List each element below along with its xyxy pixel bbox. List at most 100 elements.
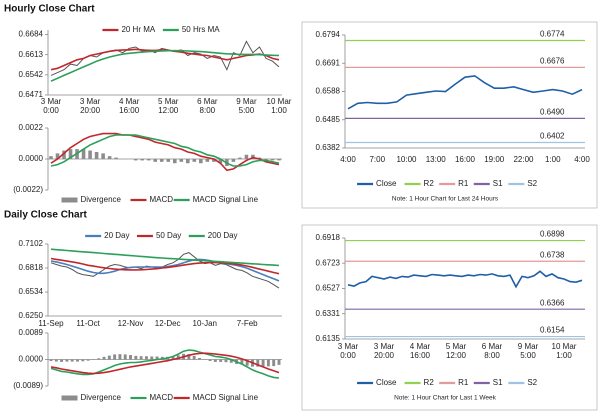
bar: [49, 359, 53, 361]
y-tick-label: 0.0022: [19, 123, 44, 132]
bar: [213, 359, 217, 362]
y-tick-label: 0.6684: [19, 30, 44, 39]
x-tick-label: 5:00: [239, 106, 255, 115]
x-tick-label: 3 Mar: [80, 97, 101, 106]
line: [50, 49, 280, 82]
x-tick-label: 10-Jan: [193, 319, 217, 328]
bar: [114, 157, 118, 159]
x-tick-label: 11-Oct: [76, 319, 100, 328]
legend-label: 20 Day: [104, 231, 129, 240]
legend-label: MACD Signal Line: [193, 393, 259, 402]
level-label: 0.6676: [540, 56, 565, 65]
bar: [219, 359, 223, 362]
x-tick-label: 8:00: [200, 106, 216, 115]
bar: [97, 358, 101, 360]
line: [50, 257, 280, 275]
level-label: 0.6898: [540, 230, 565, 239]
bar: [240, 359, 244, 365]
y-tick-label: 0.6918: [316, 233, 341, 242]
x-tick-label: 3 Mar: [41, 97, 62, 106]
y-tick-label: 0.6794: [316, 30, 341, 39]
bar: [277, 159, 281, 161]
bar: [107, 156, 112, 159]
bar: [212, 159, 216, 162]
y-tick-label: (0.0089): [13, 381, 43, 390]
x-tick-label: 3 Mar: [374, 342, 395, 351]
bar: [192, 159, 197, 162]
bar: [218, 159, 223, 164]
bar: [70, 359, 74, 362]
x-tick-label: 5 Mar: [158, 97, 179, 106]
x-tick-label: 4 Mar: [410, 342, 431, 351]
legend-swatch: [61, 197, 78, 203]
x-tick-label: 22:00: [513, 155, 534, 164]
level-label: 0.6402: [540, 132, 565, 141]
x-tick-label: 4:00: [340, 155, 356, 164]
y-tick-label: 0.6542: [19, 70, 44, 79]
chart-note: Note: 1 Hour Chart for Last 1 Week: [394, 395, 497, 402]
bar: [256, 359, 260, 367]
x-tick-label: 12:00: [446, 351, 467, 360]
bar: [129, 355, 132, 360]
line: [50, 134, 280, 167]
legend-label: S2: [527, 378, 537, 387]
bar: [113, 354, 117, 360]
bar: [192, 355, 196, 360]
bar: [49, 156, 53, 159]
bar: [277, 359, 281, 365]
bar: [62, 150, 66, 159]
y-tick-label: 0.6613: [19, 50, 44, 59]
bar: [101, 153, 105, 159]
legend-label: R1: [458, 378, 469, 387]
y-tick-label: (0.0022): [13, 185, 43, 194]
bar: [118, 354, 122, 360]
line: [50, 352, 280, 375]
bar: [144, 356, 148, 360]
bar: [199, 159, 203, 164]
bar: [186, 159, 190, 164]
level-label: 0.6774: [540, 30, 565, 39]
bar: [176, 355, 180, 360]
x-tick-label: 5:00: [520, 351, 536, 360]
bar: [166, 159, 171, 162]
bar: [272, 359, 276, 367]
bar: [55, 153, 60, 159]
x-tick-label: 10 Mar: [267, 97, 292, 106]
bar: [68, 149, 73, 159]
bar: [102, 356, 106, 360]
bar: [133, 159, 138, 161]
bar: [81, 359, 85, 362]
x-tick-label: 11-Sep: [38, 319, 64, 328]
section-title: Daily Close Chart: [4, 210, 87, 221]
x-tick-label: 13:00: [426, 155, 447, 164]
bar: [76, 359, 79, 362]
x-tick-label: 6 Mar: [482, 342, 503, 351]
line: [50, 132, 280, 172]
bar: [266, 359, 270, 367]
y-tick-label: 0.6331: [316, 309, 341, 318]
bar: [245, 359, 249, 366]
section-title: Hourly Close Chart: [4, 4, 95, 15]
legend-label: R2: [424, 179, 435, 188]
y-tick-label: 0.6723: [316, 258, 341, 267]
x-tick-label: 4:00: [574, 155, 590, 164]
bar: [153, 159, 158, 162]
y-tick-label: 0.6135: [316, 334, 341, 343]
y-tick-label: 0.0089: [19, 328, 44, 337]
x-tick-label: 16:00: [410, 351, 431, 360]
line: [50, 252, 280, 289]
level-label: 0.6366: [540, 298, 565, 307]
x-tick-label: 10 Mar: [552, 342, 577, 351]
bar: [179, 159, 184, 162]
x-tick-label: 8:00: [484, 351, 500, 360]
y-tick-label: 0.6691: [316, 58, 341, 67]
bar: [86, 359, 90, 361]
x-tick-label: 3 Mar: [338, 342, 359, 351]
bar: [123, 354, 127, 360]
line: [50, 258, 280, 282]
x-tick-label: 1:00: [271, 106, 287, 115]
x-tick-label: 16:00: [455, 155, 476, 164]
x-tick-label: 10:00: [396, 155, 417, 164]
line: [50, 248, 280, 267]
